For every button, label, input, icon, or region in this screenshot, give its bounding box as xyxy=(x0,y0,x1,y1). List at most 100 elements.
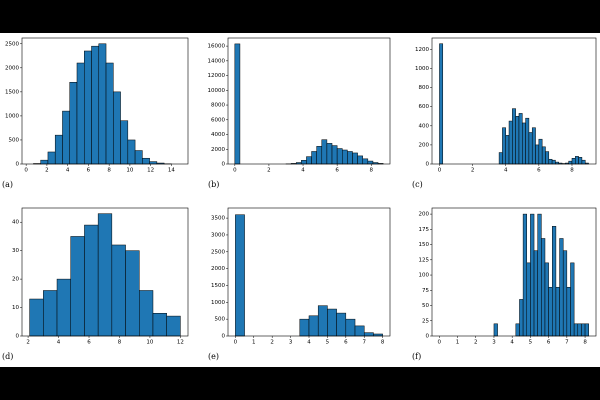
bar xyxy=(545,151,550,165)
bar xyxy=(354,325,365,337)
top-band xyxy=(0,0,600,33)
bar xyxy=(166,315,181,337)
bar xyxy=(526,262,531,337)
bar xyxy=(347,151,353,165)
x-tick-label: 12 xyxy=(177,340,184,346)
bar xyxy=(363,332,374,337)
y-tick-label: 200 xyxy=(419,142,430,148)
y-tick-label: 75 xyxy=(422,288,429,294)
bar xyxy=(578,157,583,165)
bar xyxy=(573,323,579,337)
bar xyxy=(530,213,535,337)
bar xyxy=(515,116,520,165)
bar xyxy=(98,43,107,165)
bar xyxy=(336,312,347,337)
bar xyxy=(84,50,92,165)
bar xyxy=(97,213,113,337)
x-tick-label: 8 xyxy=(381,340,385,346)
bar xyxy=(69,81,78,165)
x-tick-label: 1 xyxy=(456,340,460,346)
y-tick-label: 1500 xyxy=(211,283,225,289)
y-tick-label: 800 xyxy=(419,85,430,91)
x-tick-label: 4 xyxy=(301,168,305,174)
bar xyxy=(522,213,528,337)
bottom-band xyxy=(0,367,600,400)
y-tick-label: 0 xyxy=(16,162,20,168)
bar xyxy=(331,145,338,165)
bar xyxy=(43,290,58,337)
y-tick-label: 125 xyxy=(419,257,430,263)
x-tick-label: 14 xyxy=(168,168,175,174)
x-tick-label: 10 xyxy=(126,168,133,174)
x-tick-label: 2 xyxy=(267,168,271,174)
bar xyxy=(234,43,241,165)
x-tick-label: 0 xyxy=(234,340,238,346)
bar xyxy=(149,161,158,165)
bar xyxy=(84,224,99,337)
y-tick-label: 30 xyxy=(12,248,19,254)
bar xyxy=(541,238,546,337)
x-tick-label: 4 xyxy=(504,168,508,174)
y-tick-label: 500 xyxy=(9,137,20,143)
x-tick-label: 2 xyxy=(474,340,478,346)
y-tick-label: 40 xyxy=(12,220,19,226)
x-tick-label: 6 xyxy=(87,168,91,174)
panel-label: (e) xyxy=(208,352,219,361)
x-tick-label: 4 xyxy=(66,168,70,174)
y-tick-label: 0 xyxy=(426,334,430,340)
bar xyxy=(533,250,538,337)
bar xyxy=(235,214,245,337)
y-tick-label: 400 xyxy=(419,123,430,129)
bar xyxy=(139,290,154,337)
bar xyxy=(559,238,564,337)
y-tick-label: 175 xyxy=(419,227,430,233)
bar xyxy=(91,45,100,165)
x-tick-label: 0 xyxy=(233,168,237,174)
bar xyxy=(308,315,319,337)
bar xyxy=(531,127,536,165)
bar xyxy=(342,149,348,165)
bar xyxy=(105,62,114,165)
bar xyxy=(581,159,586,165)
bar xyxy=(571,158,576,165)
x-tick-label: 0 xyxy=(438,340,442,346)
x-tick-label: 8 xyxy=(369,168,373,174)
y-tick-label: 500 xyxy=(215,317,226,323)
bar xyxy=(515,323,520,337)
bar xyxy=(493,323,498,337)
y-tick-label: 1000 xyxy=(415,66,429,72)
x-tick-label: 2 xyxy=(270,340,274,346)
y-tick-label: 0 xyxy=(16,334,20,340)
y-tick-label: 14000 xyxy=(208,58,226,64)
bar xyxy=(29,298,44,337)
y-tick-label: 1200 xyxy=(415,47,429,53)
bar xyxy=(134,150,143,165)
bar xyxy=(551,159,556,165)
bar xyxy=(439,43,444,165)
x-tick-label: 4 xyxy=(307,340,311,346)
x-tick-label: 5 xyxy=(326,340,330,346)
y-tick-label: 25 xyxy=(422,318,429,324)
y-tick-label: 3500 xyxy=(211,216,225,222)
x-tick-label: 4 xyxy=(510,340,514,346)
x-tick-label: 3 xyxy=(492,340,496,346)
y-tick-label: 10000 xyxy=(208,88,226,94)
x-tick-label: 2 xyxy=(471,168,475,174)
bar xyxy=(311,151,317,165)
panel-label: (b) xyxy=(208,180,219,189)
y-tick-label: 0 xyxy=(222,334,226,340)
y-tick-label: 12000 xyxy=(208,73,226,79)
bar xyxy=(357,155,363,165)
panel-label: (d) xyxy=(2,352,13,361)
x-tick-label: 8 xyxy=(107,168,111,174)
bar xyxy=(581,323,586,337)
bar xyxy=(142,157,150,165)
bar xyxy=(336,148,343,165)
x-tick-label: 7 xyxy=(362,340,366,346)
y-tick-label: 1000 xyxy=(5,113,19,119)
bar xyxy=(552,226,557,337)
axes-frame xyxy=(21,207,189,337)
bar xyxy=(299,318,310,337)
bar xyxy=(522,122,526,165)
y-tick-label: 1500 xyxy=(5,89,19,95)
